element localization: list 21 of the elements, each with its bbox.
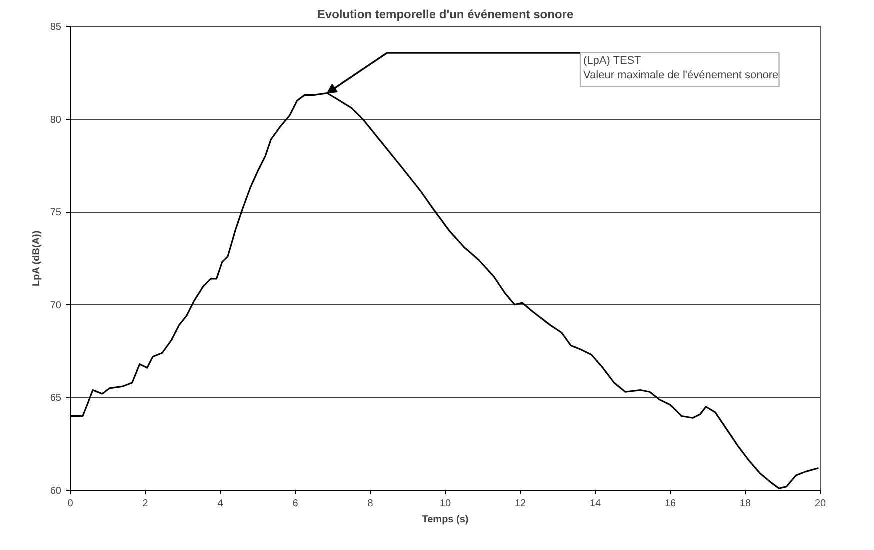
y-tick-label: 60 [50, 486, 62, 497]
x-tick-label: 8 [368, 498, 374, 510]
x-tick-label: 18 [740, 498, 752, 510]
x-tick-label: 4 [218, 498, 224, 510]
x-tick-label: 20 [814, 498, 826, 510]
chart-title: Evolution temporelle d'un événement sonore [317, 8, 574, 22]
annotation: (LpA) TEST Valeur maximale de l'événement sonore [584, 54, 779, 82]
y-tick-label: 85 [50, 22, 62, 33]
x-axis-title: Temps (s) [422, 514, 469, 526]
x-tick-label: 16 [664, 498, 676, 510]
y-tick-label: 80 [50, 114, 62, 126]
x-tick-label: 10 [440, 498, 452, 510]
x-tick-label: 6 [292, 498, 299, 510]
x-tick-label: 2 [142, 498, 149, 510]
x-tick-label: 0 [68, 498, 74, 510]
x-tick-label: 12 [514, 498, 526, 510]
y-axis-title: LpA (dB(A)) [31, 230, 42, 287]
y-tick-label: 70 [50, 300, 62, 312]
y-tick-label: 65 [50, 393, 62, 404]
y-tick-label: 75 [50, 208, 62, 219]
x-tick-label: 14 [590, 498, 602, 510]
